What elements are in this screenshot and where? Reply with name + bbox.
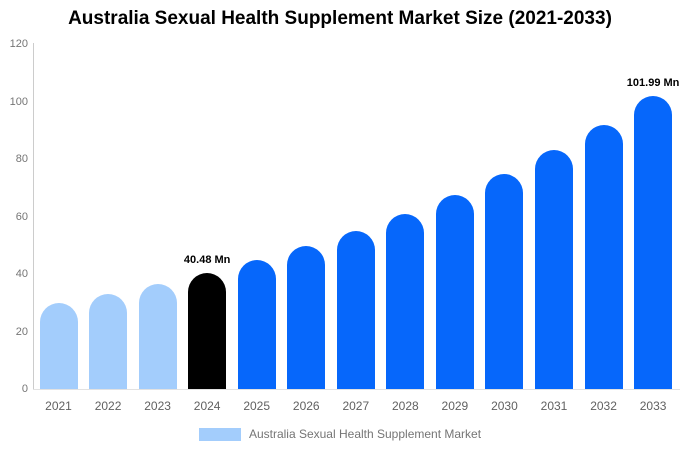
bar-2021: [39, 303, 78, 389]
x-tick-label-2030: 2030: [491, 399, 518, 413]
bar-2022: [89, 294, 128, 389]
y-tick-label-20: 20: [15, 325, 28, 338]
legend-label: Australia Sexual Health Supplement Marke…: [248, 426, 482, 441]
legend-swatch-icon: [198, 427, 241, 441]
bar-2028: [386, 213, 425, 389]
y-tick-label-0: 0: [21, 383, 28, 395]
y-tick-label-60: 60: [15, 210, 28, 223]
y-axis-line: [33, 43, 34, 389]
legend[interactable]: Australia Sexual Health Supplement Marke…: [0, 426, 680, 442]
x-tick-label-2027: 2027: [342, 399, 370, 413]
x-tick-label-2026: 2026: [292, 399, 320, 413]
x-tick-label-2024: 2024: [193, 399, 221, 413]
x-tick-label-2025: 2025: [243, 399, 271, 413]
bar-2031: [535, 150, 573, 389]
bar-2032: [584, 124, 623, 389]
x-tick-label-2029: 2029: [441, 399, 469, 413]
bar-2033: [634, 95, 673, 389]
x-axis-baseline: [33, 389, 680, 390]
bar-2023: [138, 284, 177, 389]
y-tick-label-120: 120: [9, 38, 28, 50]
bar-2025: [237, 260, 276, 389]
x-tick-label-2032: 2032: [590, 399, 617, 413]
x-tick-label-2031: 2031: [540, 399, 568, 413]
bar-2026: [287, 246, 326, 389]
y-tick-label-80: 80: [15, 153, 28, 165]
x-tick-label-2023: 2023: [144, 399, 171, 413]
x-tick-label-2022: 2022: [94, 399, 122, 413]
chart-title: Australia Sexual Health Supplement Marke…: [68, 8, 612, 29]
x-tick-label-2033: 2033: [639, 399, 667, 413]
bar-value-label-2033: 101.99 Mn: [626, 76, 680, 89]
bar-2027: [336, 230, 375, 389]
y-tick-label-40: 40: [15, 268, 28, 280]
x-tick-label-2028: 2028: [391, 399, 419, 413]
x-tick-label-2021: 2021: [45, 399, 72, 413]
bar-2024: [188, 272, 227, 389]
bar-2030: [485, 173, 524, 389]
bar-value-label-2024: 40.48 Mn: [183, 253, 231, 266]
y-tick-label-100: 100: [9, 95, 28, 108]
bar-2029: [435, 194, 474, 389]
